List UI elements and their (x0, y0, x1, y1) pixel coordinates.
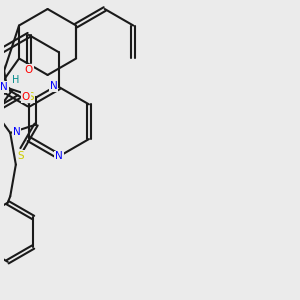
Text: S: S (17, 151, 24, 161)
Text: N: N (0, 82, 8, 92)
Text: N: N (50, 81, 58, 91)
Text: H: H (12, 75, 20, 85)
Text: O: O (25, 65, 33, 75)
Text: O: O (22, 92, 30, 102)
Text: N: N (13, 127, 21, 136)
Text: N: N (55, 152, 63, 161)
Text: S: S (28, 92, 34, 102)
